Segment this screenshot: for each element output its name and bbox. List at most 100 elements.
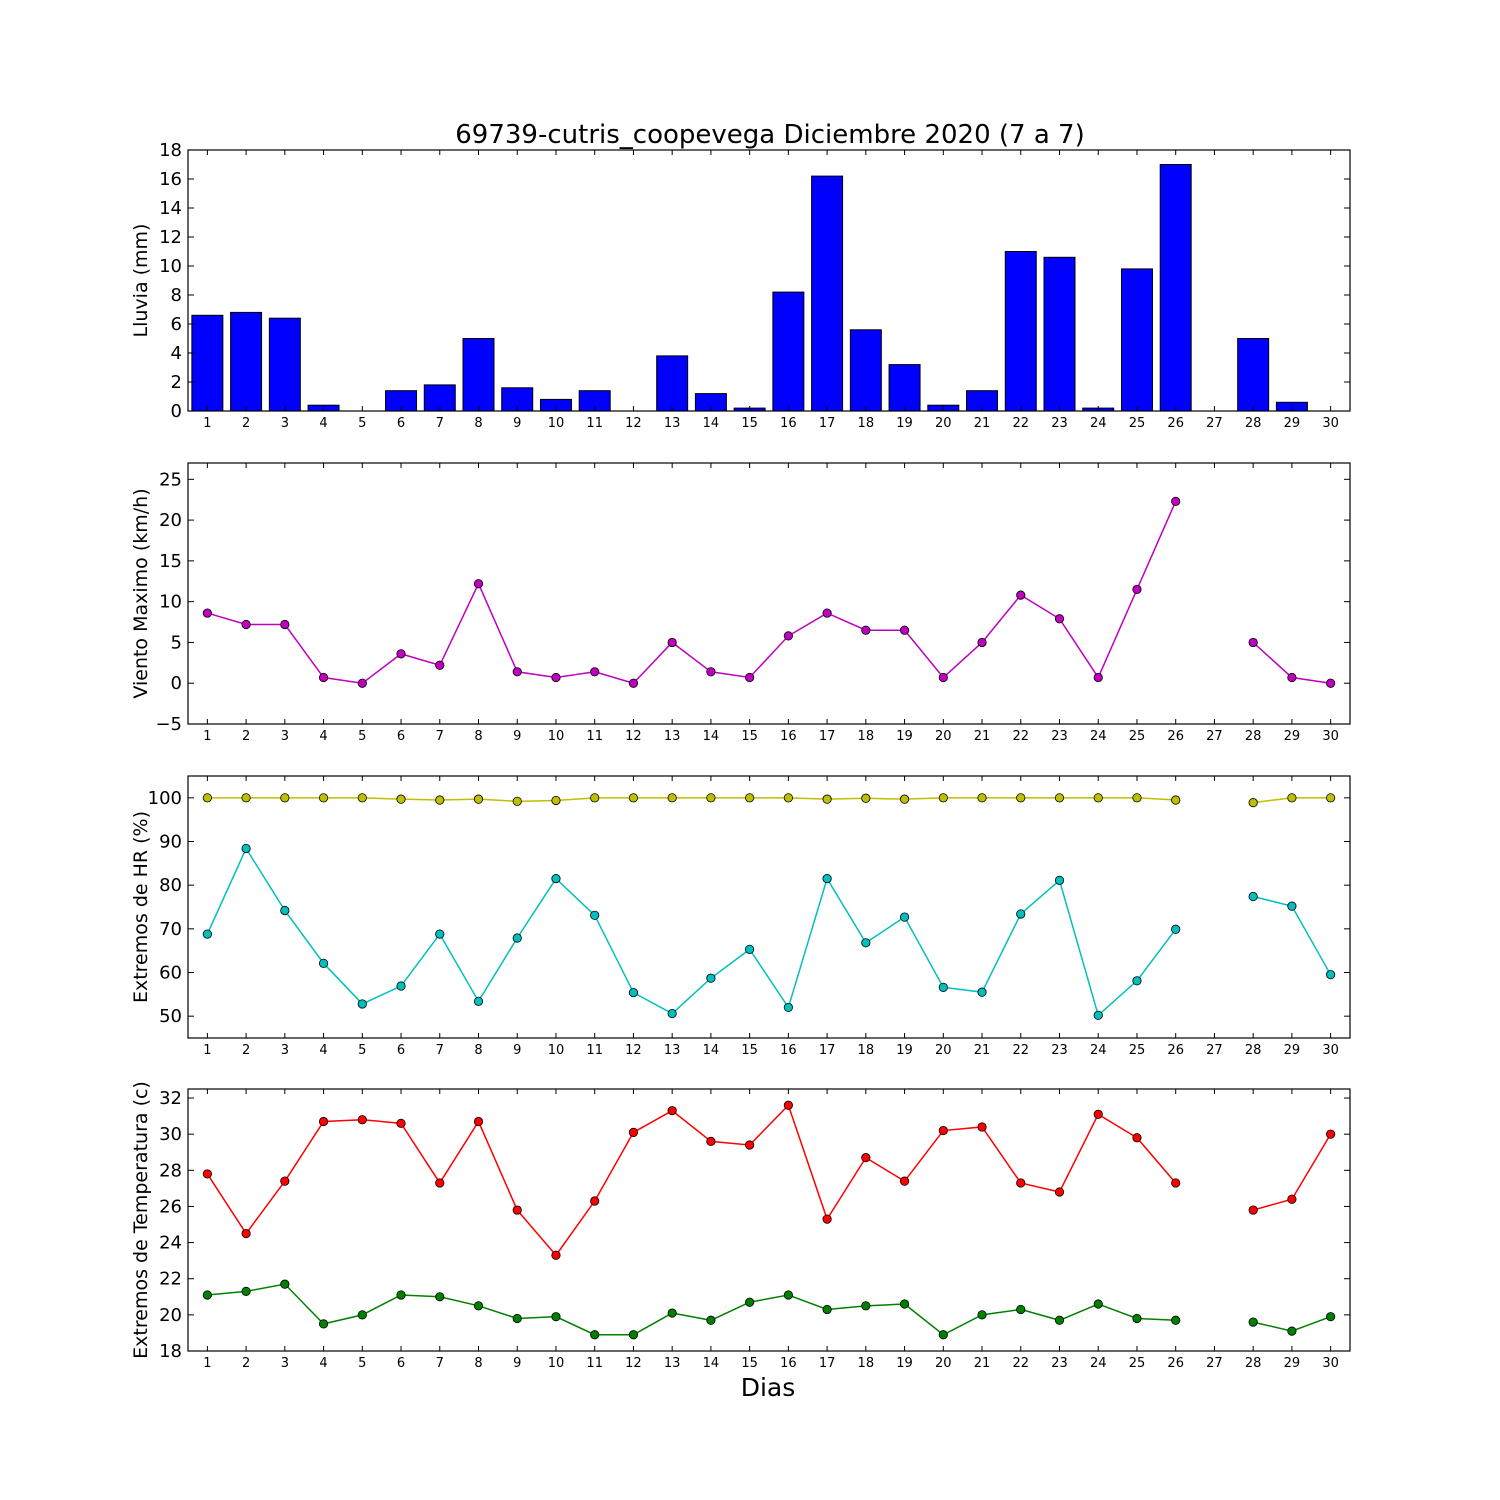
- temp_min-point: [551, 1312, 561, 1322]
- temp_min-point: [667, 1308, 677, 1318]
- x-tick-label: 24: [1090, 729, 1107, 744]
- temp_min-point: [590, 1330, 600, 1340]
- temp_min-point: [512, 1313, 522, 1324]
- x-tick-label: 18: [858, 1043, 875, 1058]
- y-tick-label: 60: [159, 963, 182, 984]
- wind-point: [1016, 590, 1026, 600]
- rain-bar: [656, 355, 689, 412]
- temp_min-point: [357, 1310, 367, 1320]
- hr_min-point: [1287, 901, 1297, 911]
- x-tick-label: 25: [1129, 729, 1146, 744]
- y-tick-label: 4: [171, 343, 182, 364]
- hr_max-point: [318, 793, 329, 803]
- x-tick-label: 19: [896, 729, 913, 744]
- x-axis-label: Dias: [741, 1373, 796, 1402]
- x-tick-label: 4: [319, 1356, 327, 1371]
- wind-panel: 1 2 3 4 5 6 7 8 9 10 11 12 13 14 15 16 17 18 19 20 21 22 23 24 2…: [130, 462, 1351, 744]
- x-tick-label: 8: [474, 729, 482, 744]
- hr_max-point: [590, 793, 600, 803]
- x-tick-label: 15: [741, 416, 758, 431]
- hr_max-point: [706, 793, 716, 803]
- hr_min-point: [938, 982, 948, 992]
- wind-point: [938, 672, 948, 683]
- x-tick-label: 13: [664, 416, 681, 431]
- x-tick-label: 17: [819, 1356, 836, 1371]
- y-tick-label: 70: [159, 919, 182, 940]
- y-tick-label: 10: [159, 256, 182, 277]
- x-tick-label: 3: [281, 1043, 289, 1058]
- temp_max-point: [512, 1205, 522, 1215]
- rain-bar: [849, 329, 882, 412]
- x-tick-label: 23: [1051, 1043, 1068, 1058]
- x-tick-label: 15: [741, 1356, 758, 1371]
- temp_max-point: [899, 1176, 910, 1186]
- temp_min-point: [899, 1299, 910, 1309]
- x-tick-label: 29: [1284, 416, 1301, 431]
- wind-point: [706, 667, 716, 677]
- x-tick-label: 28: [1245, 1043, 1262, 1058]
- x-tick-label: 20: [935, 1043, 952, 1058]
- y-tick-label: 6: [171, 314, 182, 335]
- temp_max-point: [241, 1228, 251, 1239]
- y-tick-label: 0: [171, 673, 182, 694]
- rain-bar: [811, 175, 844, 412]
- temp-plot-frame: [187, 1088, 1351, 1352]
- temp_max-point: [473, 1116, 484, 1127]
- x-tick-label: 4: [319, 416, 327, 431]
- temp_min-point: [396, 1290, 406, 1300]
- hr_min-point: [899, 912, 910, 922]
- x-tick-label: 10: [548, 1356, 565, 1371]
- hr_min-point: [783, 1002, 793, 1013]
- x-tick-label: 29: [1284, 1356, 1301, 1371]
- x-tick-label: 21: [974, 1356, 991, 1371]
- x-tick-label: 1: [203, 1043, 211, 1058]
- hr_max-series-line: [207, 797, 1176, 803]
- rain-bar: [230, 311, 263, 412]
- x-tick-label: 10: [548, 416, 565, 431]
- wind-point: [202, 608, 212, 618]
- x-tick-label: 19: [896, 1356, 913, 1371]
- rain-bar: [1120, 268, 1153, 412]
- temp_max-point: [938, 1125, 948, 1136]
- x-tick-label: 29: [1284, 729, 1301, 744]
- temp_max-point: [628, 1127, 639, 1137]
- hr_min-point: [435, 929, 445, 939]
- hr_min-series-line: [206, 846, 1177, 1017]
- y-tick-label: 16: [159, 169, 182, 190]
- hr_max-point: [1287, 793, 1297, 803]
- x-tick-label: 8: [474, 1356, 482, 1371]
- temp_min-point: [1171, 1315, 1181, 1325]
- hr_max-point: [1248, 798, 1258, 808]
- hr_max-point: [1054, 793, 1065, 803]
- x-tick-label: 11: [586, 1356, 603, 1371]
- hr_max-point: [822, 794, 832, 804]
- y-tick-label: 8: [171, 285, 182, 306]
- wind-point: [1287, 672, 1297, 683]
- x-tick-label: 20: [935, 729, 952, 744]
- temp_min-series-line: [207, 1283, 1176, 1336]
- temp_max-point: [1016, 1178, 1026, 1188]
- rain-y-axis-label: Lluvia (mm): [130, 224, 152, 338]
- hr_max-point: [783, 793, 793, 803]
- x-tick-label: 23: [1051, 729, 1068, 744]
- x-tick-label: 19: [896, 1043, 913, 1058]
- x-tick-label: 16: [780, 1356, 797, 1371]
- hr_max-point: [551, 795, 561, 806]
- hr_max-point: [861, 793, 871, 803]
- x-tick-label: 2: [242, 416, 250, 431]
- temp_max-point: [280, 1176, 290, 1186]
- temp_max-point: [1132, 1133, 1142, 1143]
- x-tick-label: 8: [474, 1043, 482, 1058]
- x-tick-label: 16: [780, 729, 797, 744]
- temp_min-point: [1016, 1304, 1026, 1315]
- y-tick-label: 0: [171, 401, 182, 422]
- hr_max-point: [435, 795, 445, 805]
- x-tick-label: 20: [935, 416, 952, 431]
- hr_max-point: [1171, 795, 1181, 805]
- x-tick-label: 24: [1090, 1356, 1107, 1371]
- hr_min-point: [357, 999, 367, 1009]
- x-tick-label: 25: [1129, 1043, 1146, 1058]
- x-tick-label: 25: [1129, 416, 1146, 431]
- temp_max-point: [1326, 1129, 1336, 1139]
- x-tick-label: 11: [586, 729, 603, 744]
